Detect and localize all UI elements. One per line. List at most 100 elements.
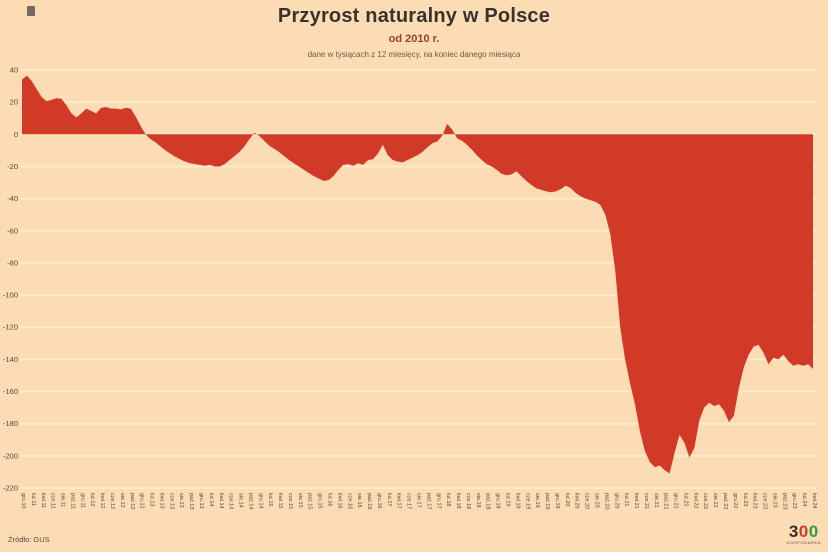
x-axis-tick-label: sie.21 [653, 493, 659, 508]
x-axis-tick-label: kwi.13 [158, 493, 164, 509]
logo-digits: 300 [787, 523, 821, 540]
y-axis-tick-label: 0 [14, 130, 18, 139]
x-axis-tick-label: cze.16 [346, 493, 352, 509]
x-axis-tick-label: sie.23 [771, 493, 777, 508]
x-axis-tick-label: kwi.23 [752, 493, 758, 509]
area-series-przyrost-naturalny [22, 75, 813, 474]
x-axis-tick-label: gru.12 [139, 493, 145, 509]
x-axis-tick-label: paź.16 [366, 493, 372, 510]
x-axis-tick-label: paź.12 [129, 493, 135, 510]
x-axis-tick-label: paź.17 [425, 493, 431, 510]
logo-zero-red: 0 [798, 522, 809, 541]
chart-annotation: dane w tysiącach z 12 miesięcy, na konie… [307, 50, 521, 59]
x-axis-tick-label: lut.14 [208, 493, 214, 506]
x-axis-tick-label: cze.14 [228, 493, 234, 509]
x-axis-tick-label: paź.11 [69, 493, 75, 509]
x-axis-tick-label: gru.21 [673, 493, 679, 509]
x-axis-tick-label: gru.19 [554, 493, 560, 509]
x-axis-tick-label: kwi.17 [396, 493, 402, 509]
logo-300gospodarka: 300 GOSPODARKA [787, 523, 821, 545]
x-axis-tick-label: kwi.21 [633, 493, 639, 509]
y-axis-tick-label: -200 [3, 451, 18, 460]
x-axis-tick-label: cze.23 [762, 493, 768, 509]
x-axis-tick-label: gru.18 [495, 493, 501, 509]
x-axis-tick-label: lut.11 [30, 493, 36, 506]
x-axis-tick-label: sie.14 [238, 493, 244, 508]
x-axis-tick-label: lut.19 [504, 493, 510, 506]
x-axis-tick-label: paź.13 [188, 493, 194, 510]
x-axis-tick-label: gru.11 [79, 493, 85, 508]
y-axis-tick-label: -80 [7, 258, 18, 267]
x-axis-tick-label: paź.18 [485, 493, 491, 510]
x-axis-tick-label: cze.20 [584, 493, 590, 509]
x-axis-tick-label: gru.20 [613, 493, 619, 509]
x-axis-tick-label: lut.12 [89, 493, 95, 506]
x-axis-tick-label: sie.13 [178, 493, 184, 508]
x-axis-tick-label: paź.22 [722, 493, 728, 510]
x-axis-tick-label: cze.11 [50, 493, 56, 509]
x-axis-tick-label: lut.17 [386, 493, 392, 506]
x-axis-tick-label: paź.23 [781, 493, 787, 510]
x-axis-tick-label: kwi.22 [692, 493, 698, 509]
chart-subtitle: od 2010 r. [388, 33, 440, 45]
page-title: Przyrost naturalny w Polsce [277, 5, 551, 27]
x-axis-tick-label: gru.13 [198, 493, 204, 509]
x-axis-tick-label: paź.15 [307, 493, 313, 510]
x-axis-tick-label: cze.18 [465, 493, 471, 509]
x-axis-tick-label: sie.17 [416, 493, 422, 508]
x-axis-tick-label: gru.22 [732, 493, 738, 509]
y-axis-tick-label: -140 [3, 355, 18, 364]
x-axis-tick-label: kwi.15 [277, 493, 283, 509]
x-axis-tick-label: kwi.18 [455, 493, 461, 509]
x-axis-tick-label: gru.23 [791, 493, 797, 509]
x-axis-tick-label: sie.18 [475, 493, 481, 508]
logo-zero-green: 0 [808, 522, 819, 541]
corner-mark [27, 6, 35, 16]
x-axis-tick-label: sie.11 [60, 493, 66, 507]
x-axis-tick-label: lut.21 [623, 493, 629, 506]
y-axis-tick-label: 40 [10, 66, 18, 75]
x-axis-tick-label: sie.16 [356, 493, 362, 508]
x-axis-tick-label: cze.22 [702, 493, 708, 509]
x-axis-tick-label: cze.17 [406, 493, 412, 509]
y-axis-tick-label: -220 [3, 484, 18, 493]
x-axis-tick-label: kwi.12 [99, 493, 105, 509]
x-axis-tick-label: sie.20 [593, 493, 599, 508]
x-axis-tick-label: gru.17 [435, 493, 441, 509]
x-axis-tick-label: lut.22 [682, 493, 688, 506]
y-axis-tick-label: -120 [3, 323, 18, 332]
x-axis-tick-label: cze.15 [287, 493, 293, 509]
x-axis-tick-label: lut.15 [267, 493, 273, 506]
x-axis-tick-label: cze.12 [109, 493, 115, 509]
x-axis-tick-label: lut.23 [742, 493, 748, 506]
x-axis-tick-label: sie.22 [712, 493, 718, 508]
y-axis-tick-label: -60 [7, 226, 18, 235]
x-axis-tick-label: paź.14 [247, 493, 253, 510]
logo-digit-3: 3 [788, 522, 799, 541]
x-axis-tick-label: gru.10 [20, 493, 26, 509]
y-axis-tick-label: -20 [7, 162, 18, 171]
x-axis-tick-label: lut.24 [801, 493, 807, 506]
x-axis-tick-label: gru.14 [257, 493, 263, 509]
x-axis-tick-label: lut.18 [445, 493, 451, 506]
x-axis-tick-label: lut.20 [564, 493, 570, 506]
x-axis-tick-label: lut.13 [149, 493, 155, 506]
y-axis-tick-label: -100 [3, 291, 18, 300]
y-axis-tick-label: 20 [10, 98, 18, 107]
x-axis-tick-label: kwi.16 [336, 493, 342, 509]
logo-caption: GOSPODARKA [786, 540, 821, 545]
x-axis-tick-label: kwi.19 [514, 493, 520, 509]
source-label: Źródło: GUS [8, 535, 50, 544]
y-axis-tick-label: -160 [3, 387, 18, 396]
x-axis-tick-label: paź.20 [603, 493, 609, 510]
x-axis-tick-label: gru.16 [376, 493, 382, 509]
x-axis-tick-label: cze.13 [168, 493, 174, 509]
y-axis-tick-label: -180 [3, 419, 18, 428]
y-axis-tick-label: -40 [7, 194, 18, 203]
x-axis-tick-label: sie.19 [534, 493, 540, 508]
x-axis-tick-label: cze.21 [643, 493, 649, 509]
x-axis-tick-label: lut.16 [327, 493, 333, 506]
x-axis-tick-label: kwi.11 [40, 493, 46, 508]
